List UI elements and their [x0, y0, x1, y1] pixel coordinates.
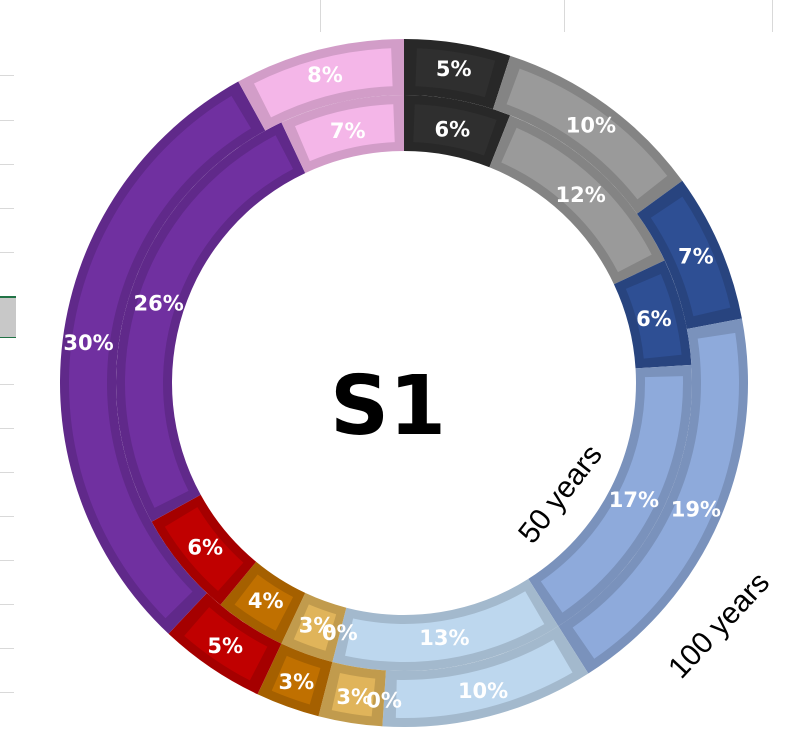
chart-title: S1 [330, 359, 446, 454]
data-label: 6% [435, 118, 471, 142]
data-label: 3% [278, 670, 314, 694]
doughnut-slice-highlight [234, 574, 294, 631]
column-gridline [320, 0, 321, 32]
row-gridline [0, 384, 14, 385]
slice-group [60, 39, 748, 727]
doughnut-slice-highlight [125, 135, 294, 508]
doughnut-slice-highlight [650, 196, 731, 317]
doughnut-slice-highlight [271, 655, 321, 705]
data-label: 6% [636, 307, 672, 331]
data-label: 30% [63, 331, 113, 355]
doughnut-slice-highlight [293, 604, 337, 651]
doughnut-slice-highlight [345, 591, 545, 662]
doughnut-slice-highlight [68, 95, 252, 619]
doughnut-slice-highlight [184, 607, 268, 681]
doughnut-slice-highlight [415, 48, 496, 98]
row-gridline [0, 648, 14, 649]
row-gridline [0, 120, 14, 121]
data-label: 5% [207, 634, 243, 658]
data-label: 3% [299, 614, 335, 638]
doughnut-slice-highlight [572, 332, 739, 659]
data-label: 0% [322, 621, 358, 645]
row-gridline [0, 604, 14, 605]
data-label: 8% [307, 63, 343, 87]
data-label: 10% [458, 679, 508, 703]
data-label: 17% [609, 488, 659, 512]
row-gridline [0, 560, 14, 561]
data-label: 10% [566, 114, 616, 138]
doughnut-slice-highlight [413, 104, 497, 156]
data-label: 5% [436, 57, 472, 81]
row-gridline [0, 472, 14, 473]
row-gridline [0, 164, 14, 165]
column-gridline [564, 0, 565, 32]
data-label: 19% [671, 497, 721, 521]
doughnut-slice-highlight [506, 68, 668, 200]
row-gridline [0, 252, 14, 253]
data-label: 3% [336, 685, 372, 709]
doughnut-slice-highlight [501, 127, 652, 273]
data-label: 7% [678, 245, 714, 269]
data-label: 26% [133, 291, 183, 315]
data-label: 13% [419, 626, 469, 650]
doughnut-slice-highlight [540, 376, 683, 613]
row-gridline [0, 692, 14, 693]
row-gridline [0, 516, 14, 517]
data-label: 6% [187, 535, 223, 559]
doughnut-slice-highlight [164, 507, 244, 591]
data-label: 0% [366, 688, 402, 712]
row-gridline [0, 428, 14, 429]
doughnut-slice-highlight [254, 48, 393, 118]
data-label: 12% [555, 183, 605, 207]
column-gridline [772, 0, 773, 32]
doughnut-slice-highlight [625, 273, 682, 359]
doughnut-slice-highlight [294, 104, 395, 162]
label-group: 6%12%6%17%13%0%3%4%6%26%7%5%10%7%19%10%0… [63, 57, 721, 712]
row-gridline [0, 75, 14, 76]
selected-cell[interactable] [0, 296, 16, 338]
data-label: 7% [330, 119, 366, 143]
row-gridline [0, 208, 14, 209]
doughnut-slice-highlight [395, 639, 573, 718]
data-label: 4% [248, 589, 284, 613]
doughnut-slice-highlight [331, 673, 376, 717]
